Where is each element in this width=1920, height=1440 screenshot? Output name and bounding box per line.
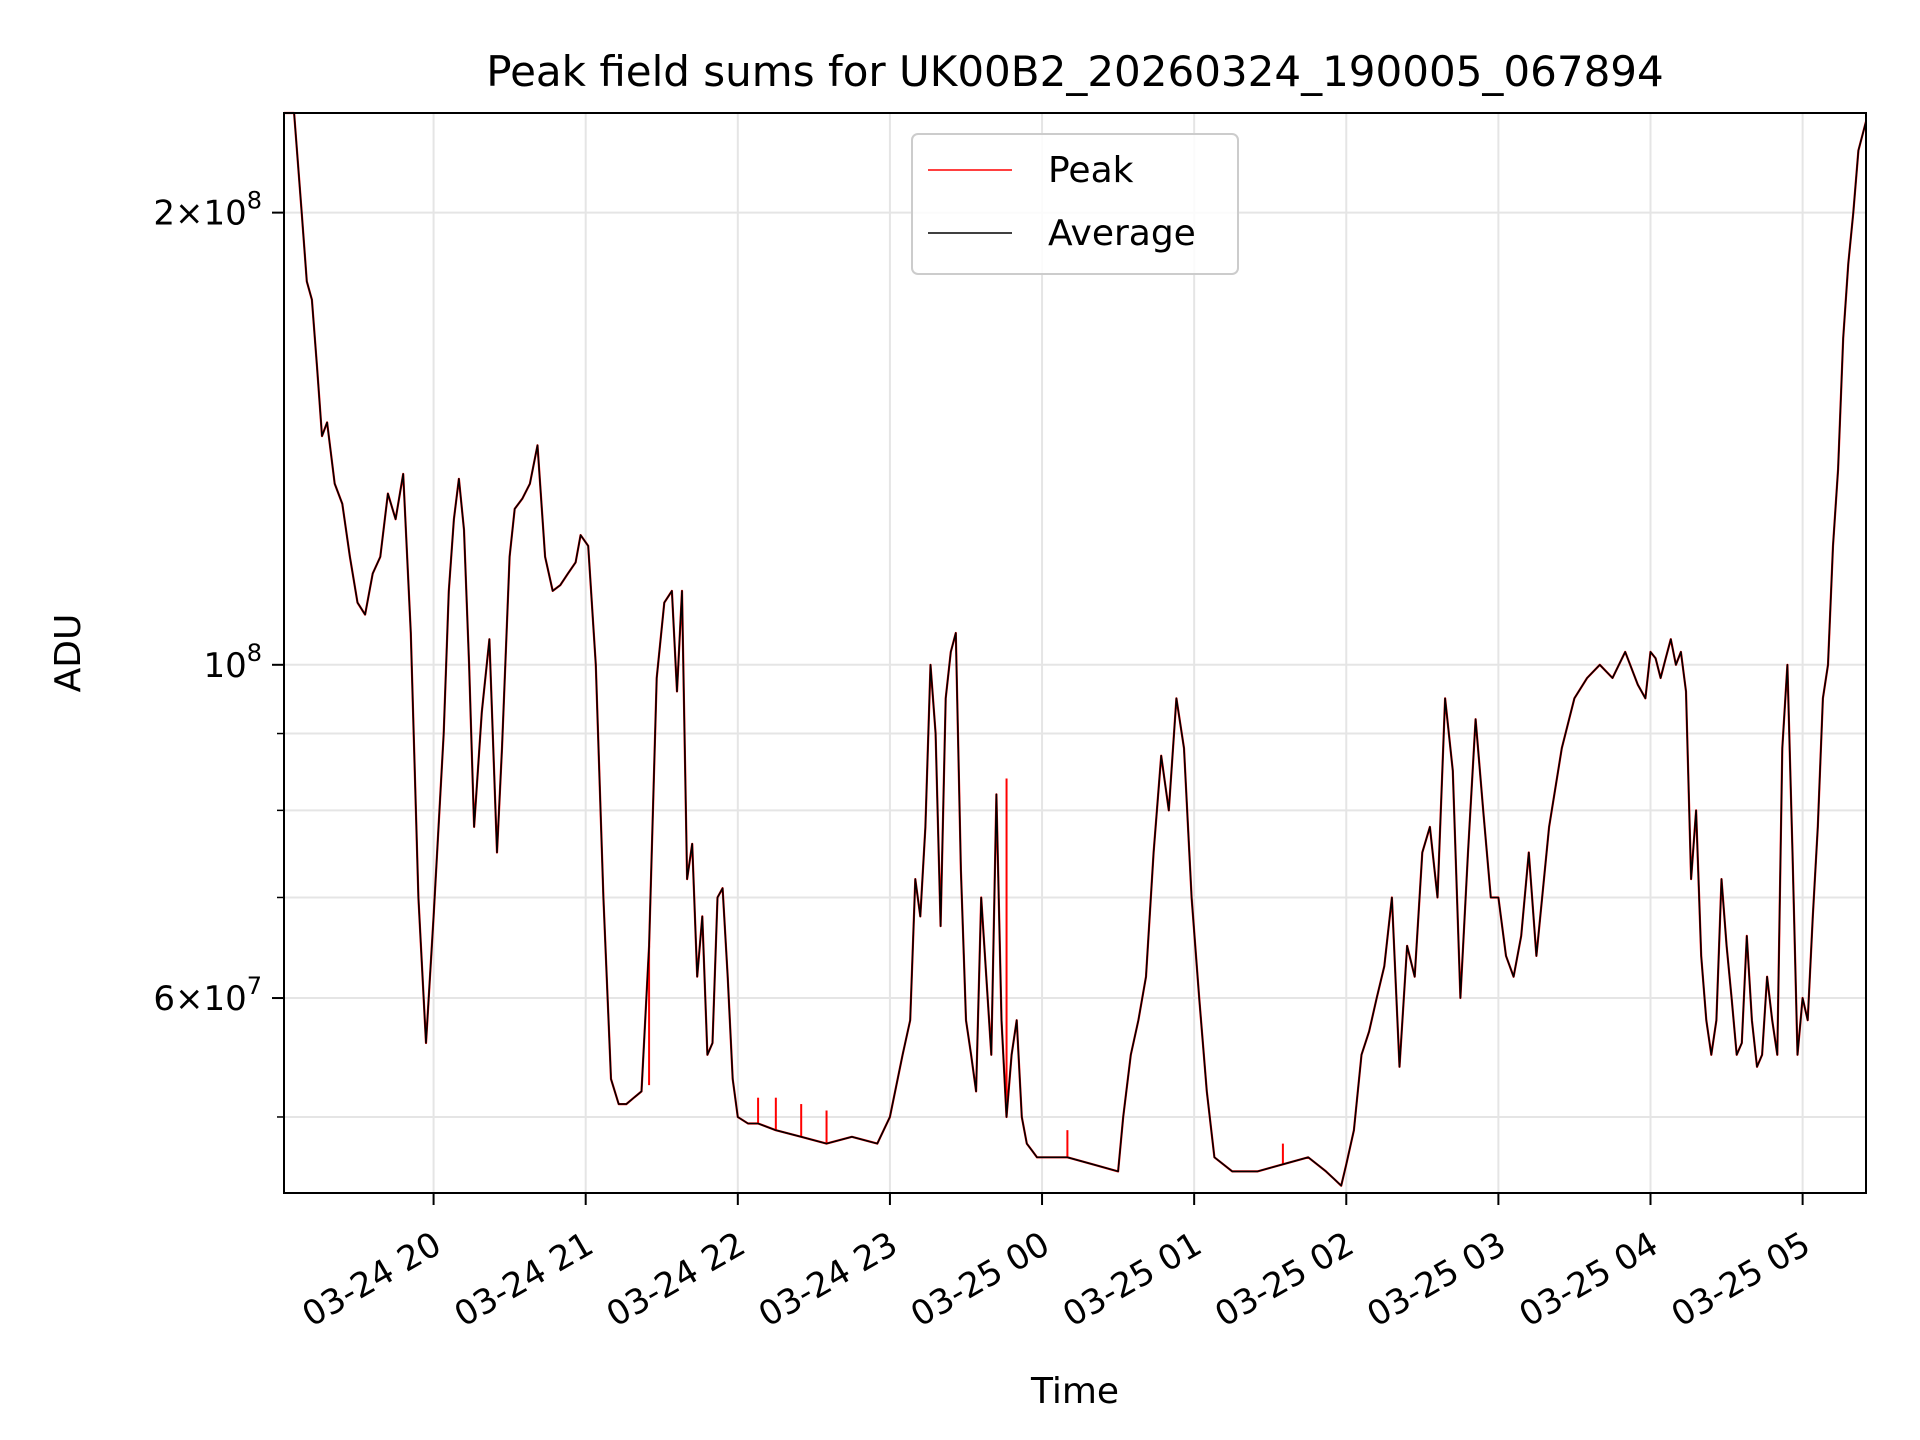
- y-tick-mantissa: 6: [153, 979, 175, 1019]
- y-tick-times: ×: [175, 194, 204, 234]
- x-tick-label: 03-24 22: [600, 1224, 752, 1335]
- legend-average-label: Average: [1048, 213, 1196, 254]
- x-axis-ticks: 03-24 20 03-24 21 03-24 22 03-24 23 03-25 00…: [296, 1193, 1817, 1335]
- average-series-line: [284, 112, 1867, 1187]
- y-axis-label: ADU: [48, 614, 89, 693]
- x-tick-label: 03-25 04: [1513, 1224, 1665, 1335]
- x-axis-label: Time: [1030, 1371, 1119, 1412]
- legend-frame: [911, 133, 1239, 275]
- y-tick-base: 10: [203, 194, 246, 234]
- x-tick-label: 03-24 23: [752, 1224, 904, 1335]
- x-tick-label: 03-25 00: [904, 1224, 1056, 1335]
- x-tick-label: 03-25 01: [1056, 1224, 1208, 1335]
- legend: Peak Average: [911, 133, 1239, 275]
- y-tick-mantissa: 2: [153, 194, 175, 234]
- x-tick-label: 03-24 20: [296, 1224, 448, 1335]
- x-tick-label: 03-25 02: [1208, 1224, 1360, 1335]
- y-tick-base: 10: [203, 646, 246, 686]
- legend-peak-label: Peak: [1048, 150, 1134, 191]
- y-tick-exponent: 8: [247, 639, 262, 667]
- chart-title: Peak field sums for UK00B2_20260324_1900…: [486, 47, 1664, 96]
- y-tick-label: 6×107: [153, 972, 262, 1019]
- plot-frame: [283, 112, 1867, 1194]
- y-tick-label: 108: [203, 639, 262, 686]
- gridlines: [284, 113, 1866, 1193]
- plot-background: [284, 113, 1866, 1193]
- y-tick-exponent: 7: [247, 972, 262, 1000]
- x-tick-label: 03-25 05: [1665, 1224, 1817, 1335]
- y-tick-label: 2×108: [153, 187, 262, 234]
- y-tick-exponent: 8: [247, 187, 262, 215]
- y-tick-times: ×: [175, 979, 204, 1019]
- x-tick-label: 03-24 21: [448, 1224, 600, 1335]
- y-tick-base: 10: [203, 979, 246, 1019]
- x-tick-label: 03-25 03: [1360, 1224, 1512, 1335]
- series-lines: [284, 111, 1868, 1187]
